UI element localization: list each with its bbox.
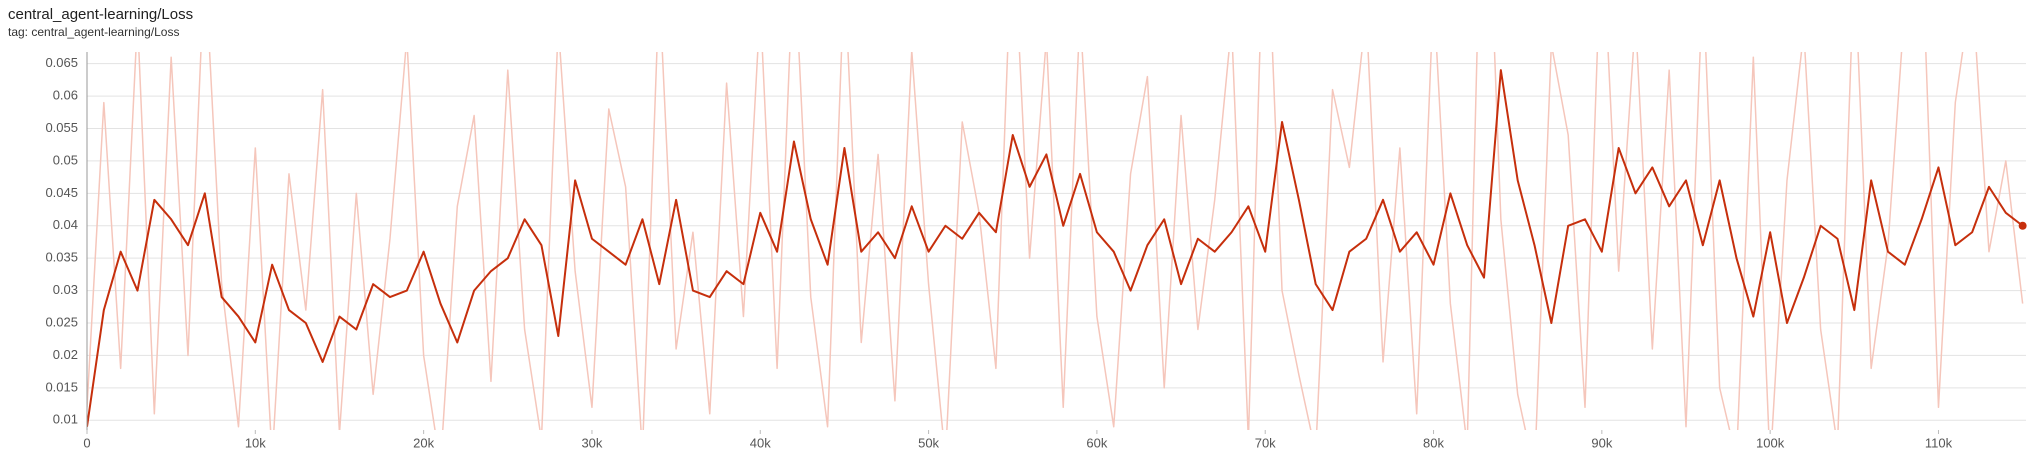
x-tick-label: 40k [750,435,771,450]
x-tick-label: 80k [1423,435,1444,450]
x-tick-label: 30k [581,435,602,450]
last-point [2018,221,2027,230]
x-tick-label: 110k [1925,435,1953,450]
x-tick-label: 0 [83,435,90,450]
y-tick-label: 0.015 [45,379,78,394]
y-tick-label: 0.04 [53,217,78,232]
y-tick-label: 0.01 [53,412,78,427]
series-line [87,69,2024,427]
chart-title: central_agent-learning/Loss [8,6,193,23]
x-tick-label: 10k [245,435,266,450]
y-tick-label: 0.055 [45,120,78,135]
x-tick-label: 70k [1255,435,1276,450]
y-tick-label: 0.05 [53,152,78,167]
x-tick-label: 20k [413,435,434,450]
y-tick-label: 0.06 [53,88,78,103]
y-tick-label: 0.02 [53,347,78,362]
x-tick-label: 50k [918,435,939,450]
x-tick-label: 100k [1756,435,1785,450]
y-tick-label: 0.045 [45,185,78,200]
y-tick-label: 0.03 [53,282,78,297]
y-tick-label: 0.035 [45,250,78,265]
y-tick-label: 0.025 [45,314,78,329]
y-tick-label: 0.065 [45,55,78,70]
x-tick-label: 60k [1086,435,1107,450]
plot-area [87,52,2024,430]
x-tick-label: 90k [1591,435,1612,450]
chart-subtitle: tag: central_agent-learning/Loss [8,25,179,39]
series-line [87,52,2024,430]
grid [87,63,2026,421]
